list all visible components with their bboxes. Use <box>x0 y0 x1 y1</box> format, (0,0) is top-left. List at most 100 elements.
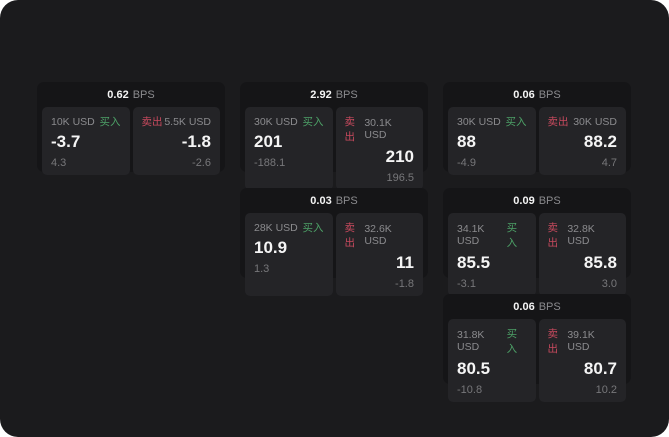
bps-header: 2.92 BPS <box>245 82 423 107</box>
sell-panel-top: 卖出 30K USD <box>548 114 618 129</box>
bps-unit-label: BPS <box>335 88 358 101</box>
bps-unit-label: BPS <box>335 194 358 207</box>
sell-size: 30K USD <box>573 115 617 128</box>
bps-value: 0.06 <box>513 300 535 313</box>
bps-value: 0.09 <box>513 194 535 207</box>
sell-price: 80.7 <box>583 359 617 378</box>
quote-card: 0.03 BPS 28K USD 买入 10.9 1.3 卖出 32.6K US… <box>240 188 428 296</box>
buy-price: 85.5 <box>457 253 491 272</box>
bps-value: 2.92 <box>310 88 332 101</box>
quote-card-body: 28K USD 买入 10.9 1.3 卖出 32.6K USD 11 -1.8 <box>245 213 423 296</box>
sell-price: 210 <box>385 147 414 166</box>
quote-card-body: 30K USD 买入 88 -4.9 卖出 30K USD 88.2 4.7 <box>448 107 626 175</box>
sell-panel-top: 卖出 5.5K USD <box>142 114 212 129</box>
quote-card: 0.06 BPS 30K USD 买入 88 -4.9 卖出 30K USD 8… <box>443 82 631 175</box>
buy-size: 10K USD <box>51 115 95 128</box>
sell-size: 5.5K USD <box>164 115 211 128</box>
sell-panel[interactable]: 卖出 39.1K USD 80.7 10.2 <box>538 319 626 402</box>
buy-price: -3.7 <box>51 132 81 151</box>
quote-card: 2.92 BPS 30K USD 买入 201 -188.1 卖出 30.1K … <box>240 82 428 190</box>
sell-change: 10.2 <box>595 384 617 396</box>
sell-price: 11 <box>396 253 414 272</box>
sell-panel[interactable]: 卖出 5.5K USD -1.8 -2.6 <box>132 107 220 175</box>
sell-change: 196.5 <box>386 172 414 184</box>
buy-change: 4.3 <box>51 157 67 169</box>
bps-header: 0.62 BPS <box>42 82 220 107</box>
buy-size: 28K USD <box>254 221 298 234</box>
sell-panel[interactable]: 卖出 30.1K USD 210 196.5 <box>335 107 423 190</box>
quote-card: 0.09 BPS 34.1K USD 买入 85.5 -3.1 卖出 32.8K… <box>443 188 631 296</box>
bps-header: 0.03 BPS <box>245 188 423 213</box>
buy-size: 31.8K USD <box>457 329 485 353</box>
sell-size: 30.1K USD <box>364 117 392 141</box>
bps-unit-label: BPS <box>538 194 561 207</box>
buy-change: -10.8 <box>457 384 483 396</box>
sell-side-label: 卖出 <box>547 116 569 128</box>
buy-price: 201 <box>254 132 283 151</box>
sell-panel[interactable]: 卖出 32.8K USD 85.8 3.0 <box>538 213 626 296</box>
buy-side-label: 买入 <box>99 116 121 128</box>
sell-side-label: 卖出 <box>344 222 356 249</box>
sell-size: 32.6K USD <box>364 223 392 247</box>
quote-card: 0.62 BPS 10K USD 买入 -3.7 4.3 卖出 5.5K USD… <box>37 82 225 175</box>
buy-panel-top: 28K USD 买入 <box>254 220 324 235</box>
buy-price: 10.9 <box>254 238 288 257</box>
buy-panel[interactable]: 30K USD 买入 201 -188.1 <box>245 107 333 190</box>
bps-header: 0.06 BPS <box>448 294 626 319</box>
buy-side-label: 买入 <box>505 116 527 128</box>
sell-side-label: 卖出 <box>547 328 559 355</box>
buy-change: 1.3 <box>254 263 270 275</box>
sell-change: -1.8 <box>395 278 414 290</box>
bps-unit-label: BPS <box>132 88 155 101</box>
buy-panel[interactable]: 30K USD 买入 88 -4.9 <box>448 107 536 175</box>
sell-price: 85.8 <box>583 253 617 272</box>
quote-card-body: 10K USD 买入 -3.7 4.3 卖出 5.5K USD -1.8 -2.… <box>42 107 220 175</box>
sell-change: 3.0 <box>601 278 617 290</box>
buy-price: 80.5 <box>457 359 491 378</box>
sell-side-label: 卖出 <box>344 116 356 143</box>
buy-change: -4.9 <box>457 157 476 169</box>
buy-change: -188.1 <box>254 157 286 169</box>
buy-panel-top: 30K USD 买入 <box>457 114 527 129</box>
sell-price: -1.8 <box>181 132 211 151</box>
quote-card-body: 31.8K USD 买入 80.5 -10.8 卖出 39.1K USD 80.… <box>448 319 626 402</box>
bps-unit-label: BPS <box>538 300 561 313</box>
sell-panel[interactable]: 卖出 32.6K USD 11 -1.8 <box>335 213 423 296</box>
quote-card-body: 34.1K USD 买入 85.5 -3.1 卖出 32.8K USD 85.8… <box>448 213 626 296</box>
buy-price: 88 <box>457 132 476 151</box>
sell-panel-top: 卖出 30.1K USD <box>345 114 415 144</box>
buy-size: 30K USD <box>254 115 298 128</box>
sell-side-label: 卖出 <box>547 222 559 249</box>
bps-header: 0.09 BPS <box>448 188 626 213</box>
sell-panel-top: 卖出 39.1K USD <box>548 326 618 356</box>
sell-change: 4.7 <box>601 157 617 169</box>
buy-side-label: 买入 <box>302 116 324 128</box>
sell-panel-top: 卖出 32.8K USD <box>548 220 618 250</box>
buy-size: 30K USD <box>457 115 501 128</box>
buy-side-label: 买入 <box>506 222 518 249</box>
sell-change: -2.6 <box>192 157 211 169</box>
sell-panel-top: 卖出 32.6K USD <box>345 220 415 250</box>
buy-panel[interactable]: 10K USD 买入 -3.7 4.3 <box>42 107 130 175</box>
buy-panel-top: 10K USD 买入 <box>51 114 121 129</box>
buy-panel[interactable]: 28K USD 买入 10.9 1.3 <box>245 213 333 296</box>
buy-panel-top: 31.8K USD 买入 <box>457 326 527 356</box>
buy-change: -3.1 <box>457 278 476 290</box>
buy-panel[interactable]: 34.1K USD 买入 85.5 -3.1 <box>448 213 536 296</box>
sell-panel[interactable]: 卖出 30K USD 88.2 4.7 <box>538 107 626 175</box>
cards-grid: 0.62 BPS 10K USD 买入 -3.7 4.3 卖出 5.5K USD… <box>37 82 631 402</box>
bps-value: 0.62 <box>107 88 129 101</box>
quote-card-body: 30K USD 买入 201 -188.1 卖出 30.1K USD 210 1… <box>245 107 423 190</box>
buy-panel[interactable]: 31.8K USD 买入 80.5 -10.8 <box>448 319 536 402</box>
buy-panel-top: 34.1K USD 买入 <box>457 220 527 250</box>
buy-panel-top: 30K USD 买入 <box>254 114 324 129</box>
sell-side-label: 卖出 <box>141 116 163 128</box>
bps-unit-label: BPS <box>538 88 561 101</box>
bps-value: 0.03 <box>310 194 332 207</box>
buy-side-label: 买入 <box>506 328 518 355</box>
bps-header: 0.06 BPS <box>448 82 626 107</box>
buy-side-label: 买入 <box>302 222 324 234</box>
buy-size: 34.1K USD <box>457 223 485 247</box>
sell-price: 88.2 <box>583 132 617 151</box>
